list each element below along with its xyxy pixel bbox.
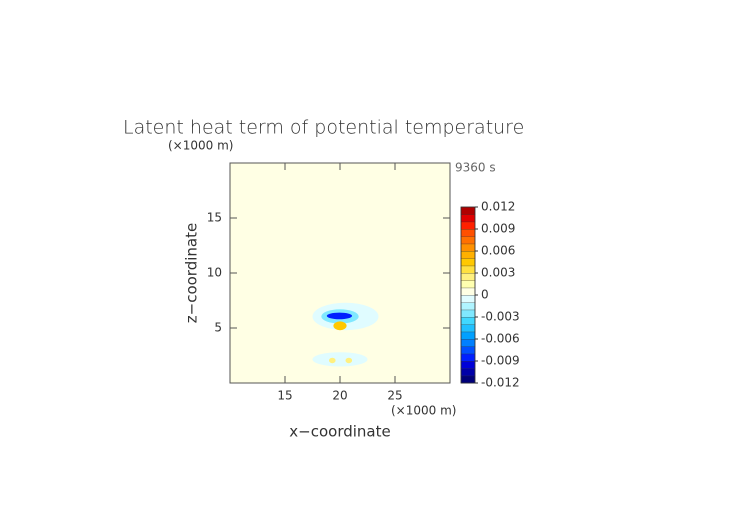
colorbar-tick-label: 0.006: [481, 244, 515, 258]
colorbar-swatch: [460, 228, 476, 237]
colorbar-tick-label: 0.003: [481, 266, 515, 280]
colorbar-tick-label: -0.009: [481, 354, 520, 368]
colorbar-swatch: [460, 331, 476, 340]
colorbar-tick-label: 0.009: [481, 222, 515, 236]
colorbar-swatch: [460, 316, 476, 325]
colorbar-swatch: [460, 287, 476, 296]
colorbar-swatch: [460, 309, 476, 318]
colorbar-swatch: [460, 258, 476, 267]
colorbar-swatch: [460, 243, 476, 252]
colorbar-swatch: [460, 214, 476, 223]
colorbar-swatch: [460, 360, 476, 369]
x-tick-label: 20: [332, 389, 347, 403]
y-tick-label: 15: [207, 211, 222, 225]
colorbar-swatch: [460, 353, 476, 362]
contour-region: [326, 312, 353, 320]
x-axis-label: x−coordinate: [289, 423, 390, 441]
colorbar-tick-label: 0.012: [481, 200, 515, 214]
colorbar-swatch: [460, 236, 476, 245]
chart-title: Latent heat term of potential temperatur…: [123, 117, 524, 139]
colorbar-swatch: [460, 272, 476, 281]
colorbar-swatch: [460, 324, 476, 333]
contour-region: [345, 357, 353, 364]
colorbar-swatch: [460, 206, 476, 215]
contour-region: [329, 357, 336, 364]
colorbar-tick-label: 0: [481, 288, 489, 302]
colorbar-tick-label: -0.003: [481, 310, 520, 324]
colorbar-swatch: [460, 302, 476, 311]
colorbar-swatch: [460, 338, 476, 347]
colorbar-swatch: [460, 375, 476, 384]
colorbar-swatch: [460, 346, 476, 355]
colorbar-swatch: [460, 265, 476, 274]
plot-background: [230, 163, 450, 383]
x-tick-label: 15: [277, 389, 292, 403]
time-label: 9360 s: [455, 161, 496, 175]
contour-region: [333, 321, 347, 331]
colorbar-swatch: [460, 294, 476, 303]
y-axis-label: z−coordinate: [183, 223, 201, 323]
colorbar-tick-label: -0.012: [481, 376, 520, 390]
colorbar-tick-label: -0.006: [481, 332, 520, 346]
x-tick-label: 25: [387, 389, 402, 403]
x-unit: (×1000 m): [391, 404, 456, 418]
colorbar-swatch: [460, 250, 476, 259]
y-tick-label: 10: [207, 266, 222, 280]
y-unit: (×1000 m): [168, 139, 233, 153]
contour-region: [312, 352, 368, 367]
colorbar-swatch: [460, 280, 476, 289]
y-tick-label: 5: [214, 321, 222, 335]
colorbar-swatch: [460, 221, 476, 230]
colorbar-swatch: [460, 368, 476, 377]
